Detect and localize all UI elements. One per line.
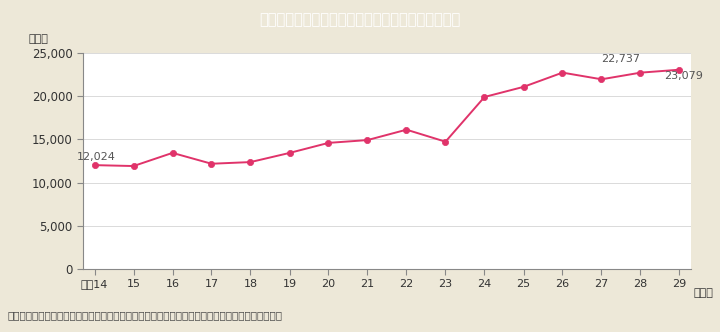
Text: Ｉ－７－７図　ストーカー事案の相談等件数の推移: Ｉ－７－７図 ストーカー事案の相談等件数の推移 bbox=[259, 12, 461, 27]
Text: 23,079: 23,079 bbox=[664, 71, 703, 81]
Text: （件）: （件） bbox=[28, 35, 48, 44]
Text: （備考）警察庁「ストーカー事案及び配偶者からの暴力事案等への対応状況について」より作成。: （備考）警察庁「ストーカー事案及び配偶者からの暴力事案等への対応状況について」よ… bbox=[7, 310, 282, 320]
Text: 22,737: 22,737 bbox=[601, 54, 641, 64]
Text: 12,024: 12,024 bbox=[77, 152, 116, 162]
Text: （年）: （年） bbox=[693, 288, 713, 298]
